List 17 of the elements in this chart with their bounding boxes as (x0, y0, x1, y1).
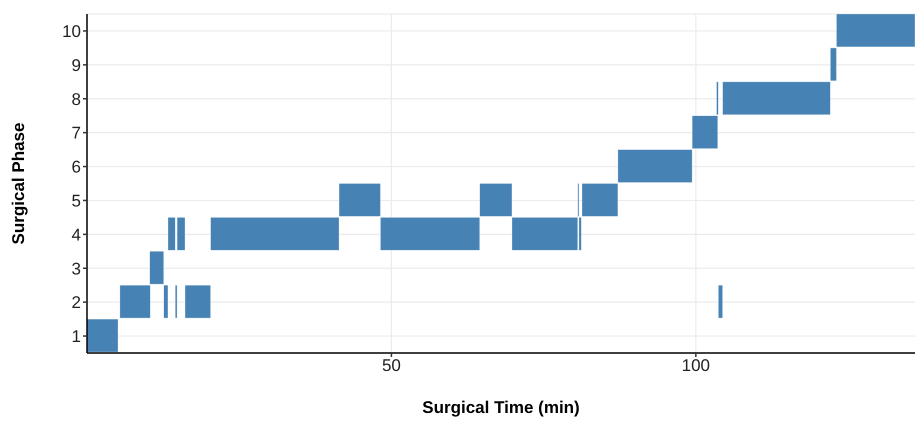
bar (184, 284, 211, 318)
y-tick-label: 5 (72, 191, 81, 210)
x-tick-label: 50 (382, 356, 401, 376)
x-tick-label: 100 (682, 356, 710, 376)
bar (87, 318, 118, 352)
y-tick-label: 4 (72, 225, 81, 244)
y-tick-label: 10 (62, 22, 81, 41)
y-tick-label: 8 (72, 90, 81, 109)
x-axis-title: Surgical Time (min) (422, 398, 580, 417)
y-tick-label: 3 (72, 259, 81, 278)
y-tick-label: 7 (72, 124, 81, 143)
y-tick-label: 6 (72, 158, 81, 177)
y-tick-label: 1 (72, 327, 81, 346)
y-tick-label: 2 (72, 293, 81, 312)
y-tick-label: 9 (72, 56, 81, 75)
y-axis-title: Surgical Phase (9, 122, 28, 244)
bar (718, 284, 723, 318)
